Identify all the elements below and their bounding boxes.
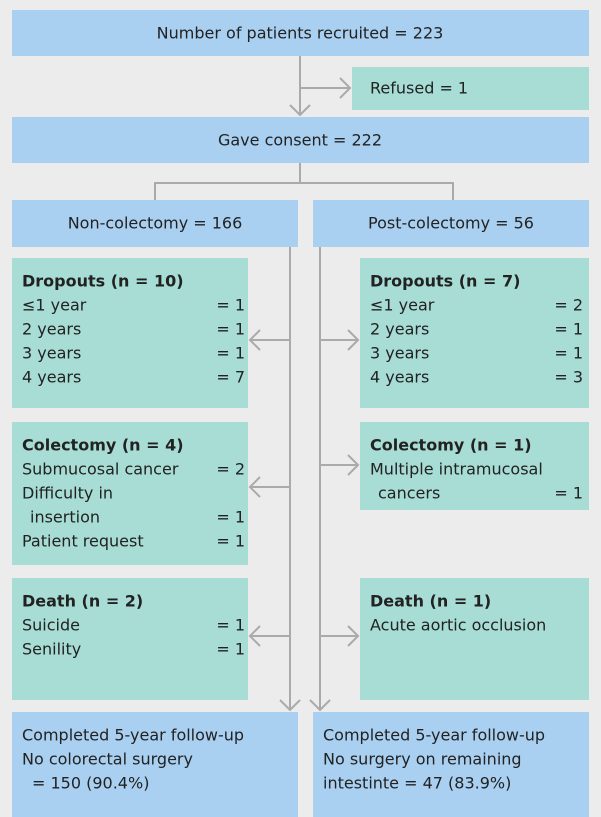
completed-box: [313, 712, 589, 817]
row-label: 2 years: [22, 320, 81, 339]
row-label: Suicide: [22, 616, 80, 635]
row-label: 2 years: [370, 320, 429, 339]
section-box: [12, 422, 248, 565]
arrow: [248, 625, 290, 647]
row-value: = 2: [216, 460, 245, 479]
row-value: = 1: [216, 296, 245, 315]
row-value: = 1: [554, 484, 583, 503]
group-title: Non-colectomy = 166: [68, 214, 243, 233]
arrow: [279, 247, 301, 712]
box-refused: [352, 67, 589, 110]
section-heading: Colectomy (n = 4): [22, 436, 184, 455]
section-box: [360, 422, 589, 510]
row-value: = 1: [216, 640, 245, 659]
row-label: 4 years: [370, 368, 429, 387]
arrow: [289, 56, 311, 117]
completed-line: No colorectal surgery: [22, 750, 193, 769]
consent-text: Gave consent = 222: [218, 131, 382, 150]
arrow: [320, 454, 360, 476]
section-box: [12, 578, 248, 700]
completed-line: Completed 5-year follow-up: [323, 726, 545, 745]
row-label: 3 years: [370, 344, 429, 363]
section-heading: Death (n = 2): [22, 592, 143, 611]
row-label: Difficulty in: [22, 484, 113, 503]
row-label: 4 years: [22, 368, 81, 387]
row-value: = 1: [216, 344, 245, 363]
row-value: = 1: [216, 616, 245, 635]
section-box: [360, 258, 589, 408]
row-value: = 1: [554, 320, 583, 339]
recruited-text: Number of patients recruited = 223: [157, 24, 444, 43]
row-value: = 1: [216, 320, 245, 339]
row-label: ≤1 year: [22, 296, 87, 315]
row-value: = 3: [554, 368, 583, 387]
row-label: Submucosal cancer: [22, 460, 179, 479]
row-value: = 1: [216, 532, 245, 551]
connectors: [154, 56, 454, 712]
row-label: 3 years: [22, 344, 81, 363]
row-value: = 2: [554, 296, 583, 315]
branch: [154, 163, 454, 200]
completed-box: [12, 712, 298, 817]
row-label: Patient request: [22, 532, 144, 551]
box-consent: [12, 117, 589, 163]
section-heading: Death (n = 1): [370, 592, 491, 611]
row-label: Senility: [22, 640, 81, 659]
group-box: [313, 200, 589, 247]
section-heading: Dropouts (n = 7): [370, 272, 520, 291]
row-label: cancers: [378, 484, 440, 503]
arrow: [320, 329, 360, 351]
row-label: Acute aortic occlusion: [370, 616, 546, 635]
row-value: = 1: [216, 508, 245, 527]
group-title: Post-colectomy = 56: [368, 214, 534, 233]
completed-line: Completed 5-year follow-up: [22, 726, 244, 745]
section-heading: Colectomy (n = 1): [370, 436, 532, 455]
completed-line: = 150 (90.4%): [32, 774, 149, 793]
row-value: = 7: [216, 368, 245, 387]
section-box: [12, 258, 248, 408]
row-label: ≤1 year: [370, 296, 435, 315]
refused-text: Refused = 1: [370, 79, 468, 98]
completed-line: No surgery on remaining: [323, 750, 522, 769]
section-heading: Dropouts (n = 10): [22, 272, 184, 291]
arrow: [248, 476, 290, 498]
row-label: Multiple intramucosal: [370, 460, 543, 479]
group-box: [12, 200, 298, 247]
row-value: = 1: [554, 344, 583, 363]
arrow: [300, 77, 352, 99]
completed-line: intestinte = 47 (83.9%): [323, 774, 511, 793]
row-label: insertion: [30, 508, 100, 527]
section-box: [360, 578, 589, 700]
arrow: [309, 247, 331, 712]
box-recruited: [12, 10, 589, 56]
arrow: [248, 329, 290, 351]
arrow: [320, 625, 360, 647]
